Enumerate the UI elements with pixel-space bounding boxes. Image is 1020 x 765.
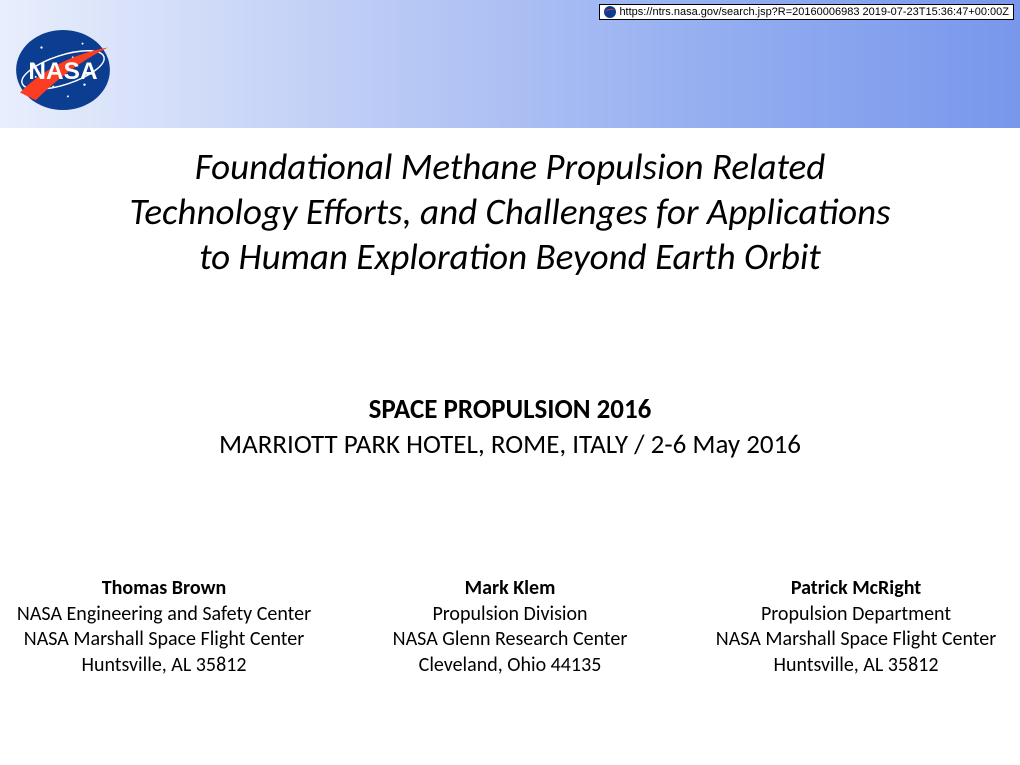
conference-name: SPACE PROPULSION 2016: [0, 392, 1020, 427]
timestamp-bar: https://ntrs.nasa.gov/search.jsp?R=20160…: [599, 4, 1014, 20]
author-affiliation-line: NASA Glenn Research Center: [360, 627, 660, 653]
author-block: Thomas Brown NASA Engineering and Safety…: [14, 576, 314, 678]
title-line-2: Technology Efforts, and Challenges for A…: [0, 189, 1020, 234]
conference-block: SPACE PROPULSION 2016 MARRIOTT PARK HOTE…: [0, 392, 1020, 462]
author-affiliation-line: Huntsville, AL 35812: [706, 653, 1006, 679]
slide: https://ntrs.nasa.gov/search.jsp?R=20160…: [0, 0, 1020, 765]
nasa-logo-icon: NASA: [14, 28, 112, 112]
presentation-title: Foundational Methane Propulsion Related …: [0, 144, 1020, 279]
title-line-3: to Human Exploration Beyond Earth Orbit: [0, 234, 1020, 279]
title-line-1: Foundational Methane Propulsion Related: [0, 144, 1020, 189]
author-affiliation-line: NASA Marshall Space Flight Center: [14, 627, 314, 653]
author-name: Mark Klem: [360, 576, 660, 602]
author-name: Patrick McRight: [706, 576, 1006, 602]
author-block: Mark Klem Propulsion Division NASA Glenn…: [360, 576, 660, 678]
author-affiliation-line: Propulsion Division: [360, 602, 660, 628]
author-affiliation-line: NASA Marshall Space Flight Center: [706, 627, 1006, 653]
author-block: Patrick McRight Propulsion Department NA…: [706, 576, 1006, 678]
author-affiliation-line: NASA Engineering and Safety Center: [14, 602, 314, 628]
conference-venue: MARRIOTT PARK HOTEL, ROME, ITALY / 2-6 M…: [0, 427, 1020, 462]
author-affiliation-line: Propulsion Department: [706, 602, 1006, 628]
timestamp-text: https://ntrs.nasa.gov/search.jsp?R=20160…: [619, 6, 1009, 18]
nasa-mini-icon: [604, 6, 616, 18]
authors-row: Thomas Brown NASA Engineering and Safety…: [0, 576, 1020, 678]
author-name: Thomas Brown: [14, 576, 314, 602]
svg-text:NASA: NASA: [28, 58, 97, 85]
author-affiliation-line: Cleveland, Ohio 44135: [360, 653, 660, 679]
author-affiliation-line: Huntsville, AL 35812: [14, 653, 314, 679]
